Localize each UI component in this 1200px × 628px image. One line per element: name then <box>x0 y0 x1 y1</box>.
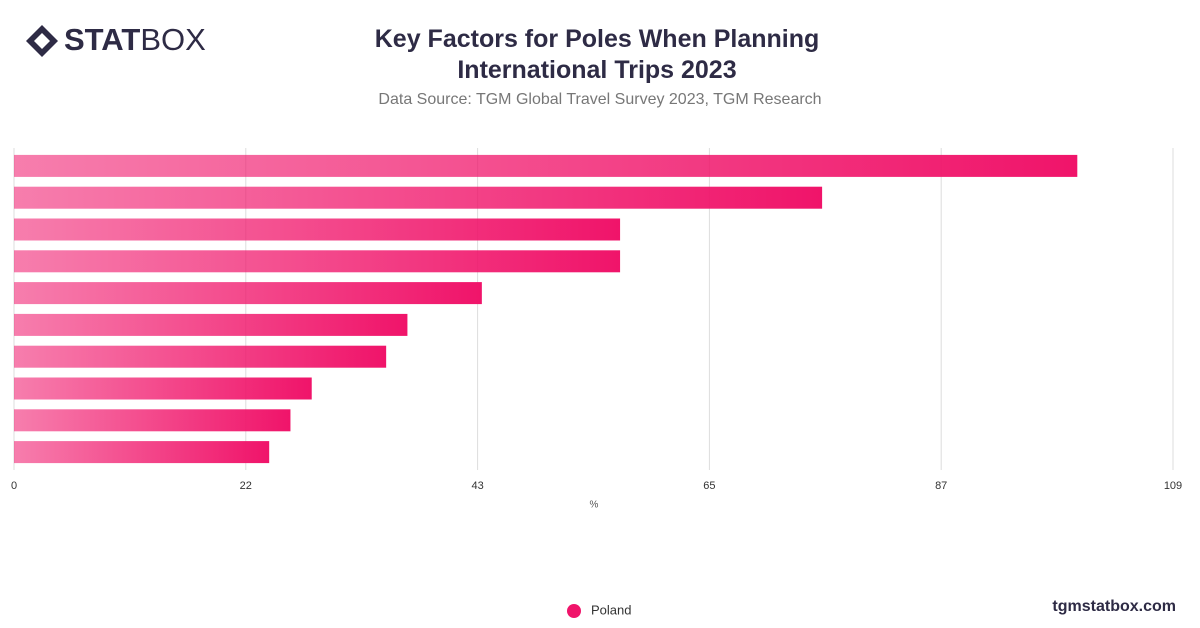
bar <box>14 409 291 432</box>
chart-title: Key Factors for Poles When Planning Inte… <box>374 25 820 84</box>
logo-text: STATBOX <box>64 22 206 57</box>
legend-label: Poland <box>591 602 631 617</box>
bar <box>14 154 1078 177</box>
x-axis-label: % <box>590 500 599 511</box>
bar <box>14 377 312 400</box>
x-tick-label: 65 <box>703 480 715 492</box>
logo: STATBOX <box>26 22 206 57</box>
logo-icon-inner <box>34 33 50 49</box>
x-tick-label: 0 <box>11 480 17 492</box>
footer: tgmstatbox.com <box>1052 598 1176 615</box>
bar <box>14 345 387 368</box>
bar <box>14 313 408 336</box>
bar <box>14 250 621 273</box>
bar <box>14 282 482 305</box>
logo-bold: STAT <box>64 22 140 57</box>
chart-subtitle: Data Source: TGM Global Travel Survey 20… <box>378 91 822 108</box>
legend-marker <box>567 604 581 618</box>
bar <box>14 218 621 241</box>
x-tick-label: 109 <box>1164 480 1182 492</box>
x-tick-label: 43 <box>471 480 483 492</box>
x-tick-label: 22 <box>240 480 252 492</box>
logo-light: BOX <box>140 22 206 57</box>
x-tick-label: 87 <box>935 480 947 492</box>
bar <box>14 186 823 209</box>
bar <box>14 441 270 464</box>
